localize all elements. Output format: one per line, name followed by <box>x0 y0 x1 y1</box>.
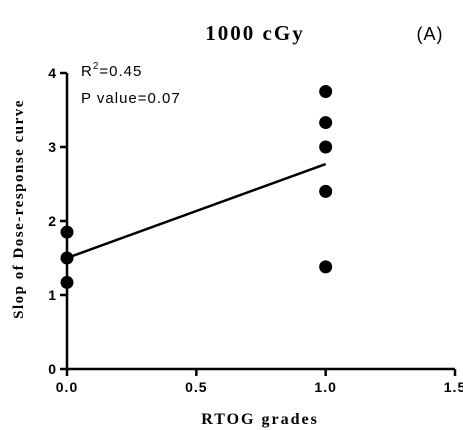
y-tick-label: 2 <box>48 213 56 229</box>
x-tick-label: 1.0 <box>314 379 336 395</box>
r-squared-prefix: R <box>81 63 93 80</box>
data-point <box>319 184 333 198</box>
y-tick-label: 4 <box>48 65 56 81</box>
y-axis-label: Slop of Dose-response curve <box>11 99 27 319</box>
fit-line <box>66 162 327 260</box>
y-ticks: 0 1 2 3 4 <box>48 65 67 377</box>
data-point <box>319 85 333 98</box>
data-point <box>319 260 333 274</box>
p-value-annotation: P value=0.07 <box>81 90 181 107</box>
x-tick-label: 0.5 <box>185 379 207 395</box>
chart-title: 1000 cGy <box>205 21 304 45</box>
x-tick-label: 0.0 <box>56 379 78 395</box>
y-tick-label: 0 <box>48 361 56 377</box>
y-tick-label: 1 <box>48 287 56 303</box>
x-tick-label: 1.5 <box>444 379 463 395</box>
r-squared-annotation: R2=0.45 <box>81 61 142 80</box>
data-point <box>319 116 333 130</box>
x-ticks: 0.0 0.5 1.0 1.5 <box>56 369 463 395</box>
r-squared-superscript: 2 <box>93 61 100 72</box>
data-point <box>60 275 74 289</box>
data-points <box>60 85 333 289</box>
data-point <box>60 251 74 265</box>
panel-label: (A) <box>417 24 444 44</box>
y-tick-label: 3 <box>48 139 56 155</box>
data-point <box>60 225 74 239</box>
r-squared-value: =0.45 <box>99 63 142 80</box>
x-axis-label: RTOG grades <box>201 411 319 428</box>
axes <box>65 73 455 371</box>
data-point <box>319 140 333 154</box>
